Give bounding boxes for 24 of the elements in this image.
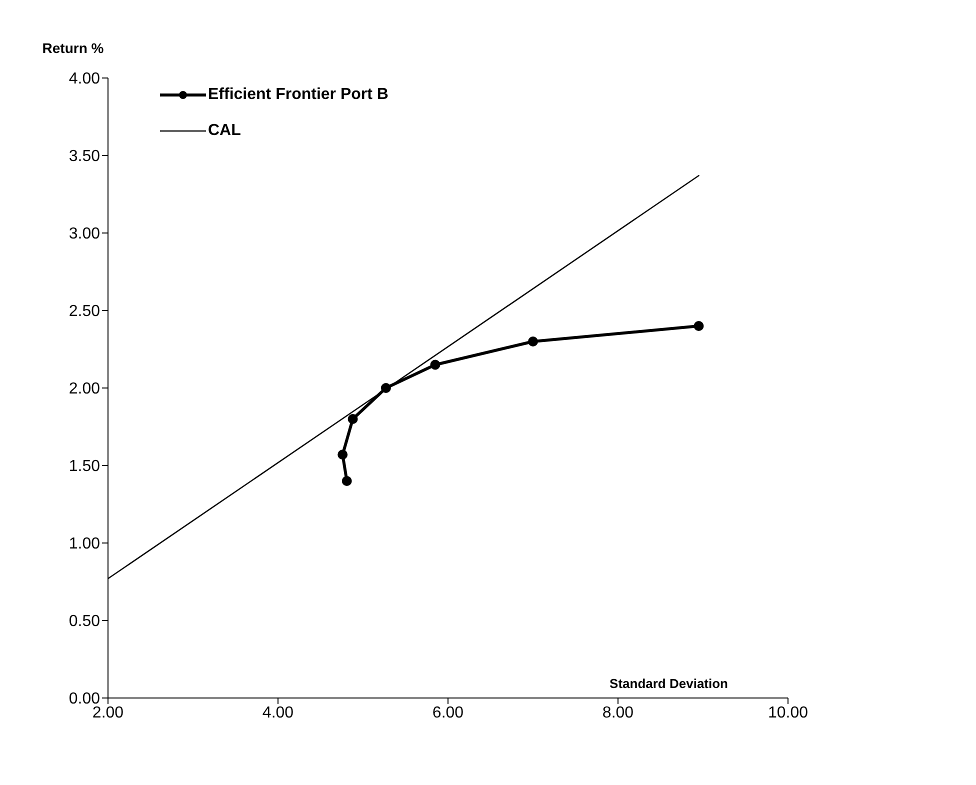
y-tick-label: 1.00	[68, 536, 100, 553]
point	[430, 360, 440, 370]
x-axis-title: Standard Deviation	[610, 676, 728, 691]
y-tick-label: 1.50	[68, 458, 100, 476]
legend-label: CAL	[208, 122, 241, 140]
y-axis-title: Return %	[42, 40, 104, 56]
point	[380, 383, 391, 393]
point	[694, 321, 704, 331]
point	[338, 450, 348, 460]
legend-label: Efficient Frontier Port B	[208, 86, 388, 104]
y-tick-label: 4.00	[68, 70, 100, 88]
y-tick-label: 3.00	[68, 226, 100, 243]
y-tick-label: 0.50	[68, 613, 100, 630]
point	[342, 476, 352, 486]
x-tick-label: 4.00	[262, 704, 294, 722]
x-tick-label: 8.00	[602, 704, 634, 722]
point	[348, 414, 358, 424]
y-tick-label: 2.50	[68, 303, 100, 320]
x-tick-label: 6.00	[432, 704, 464, 722]
point	[528, 336, 538, 346]
x-tick-label: 2.00	[92, 704, 124, 722]
y-tick-label: 2.00	[68, 380, 100, 398]
x-tick-label: 10.00	[768, 704, 808, 722]
y-tick-label: 3.50	[68, 148, 100, 166]
